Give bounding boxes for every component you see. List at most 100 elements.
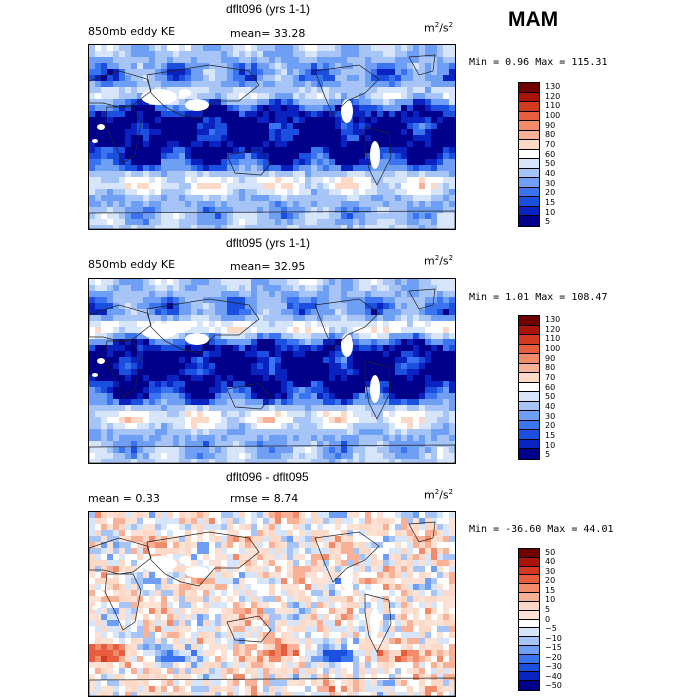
colorbar-tick-label: 15 (545, 585, 556, 595)
colorbar-swatch (519, 216, 539, 226)
season-label: MAM (508, 8, 559, 31)
masked-region (370, 375, 380, 403)
colorbar-swatch (519, 681, 539, 690)
masked-region (97, 124, 105, 130)
masked-region (92, 606, 98, 610)
colorbar-swatch (519, 420, 539, 431)
colorbar-swatch (519, 197, 539, 207)
colorbar-swatch (519, 628, 539, 638)
colorbar-tick-label: 5 (545, 450, 551, 460)
colorbar-swatch (519, 335, 539, 345)
colorbar-swatch (519, 325, 539, 336)
colorbar-tick-label: 30 (545, 566, 556, 576)
colorbar-tick-label: 100 (545, 343, 561, 353)
panel2-minmax: Min = 1.01 Max = 108.47 (469, 292, 608, 303)
panel3-map-svg (89, 512, 455, 696)
masked-region (179, 323, 191, 331)
colorbar-tick-label: 50 (545, 159, 556, 169)
coastline (146, 298, 260, 354)
panel1-colorbar-labels: 130 120 110 100 90 80 70 60 50 40 30 20 15 10 5 (545, 82, 585, 227)
colorbar-swatch (519, 619, 539, 629)
colorbar-swatch (519, 549, 539, 558)
colorbar-swatch (519, 439, 539, 450)
colorbar-tick-label: 120 (545, 91, 561, 101)
colorbar-tick-label: 90 (545, 353, 556, 363)
colorbar-swatch (519, 140, 539, 150)
colorbar-swatch (519, 663, 539, 673)
colorbar-tick-label: 70 (545, 372, 556, 382)
coastline (408, 521, 436, 543)
colorbar-tick-label: 15 (545, 197, 556, 207)
coastline (146, 64, 260, 120)
colorbar-swatch (519, 637, 539, 646)
colorbar-swatch (519, 83, 539, 93)
panel2-colorbar-labels: 130 120 110 100 90 80 70 60 50 40 30 20 15 10 5 (545, 315, 585, 460)
colorbar-tick-label: 20 (545, 421, 556, 431)
colorbar-swatch (519, 121, 539, 131)
panel1-minmax: Min = 0.96 Max = 115.31 (469, 57, 608, 68)
colorbar-tick-label: 60 (545, 382, 556, 392)
colorbar-tick-label: 5 (545, 217, 551, 227)
masked-region (141, 89, 177, 105)
colorbar-tick-label: 130 (545, 81, 561, 91)
colorbar-tick-label: 130 (545, 314, 561, 324)
colorbar-swatch (519, 401, 539, 412)
coastline (314, 531, 380, 583)
panel2-map (88, 278, 456, 464)
masked-region (185, 566, 209, 578)
colorbar-tick-label: 120 (545, 324, 561, 334)
masked-region (141, 323, 177, 339)
colorbar-swatch (519, 557, 539, 567)
masked-region (97, 358, 105, 364)
masked-region (185, 99, 209, 111)
coastline (226, 382, 272, 410)
panel2-units: m2/s2 (424, 254, 454, 268)
colorbar-tick-label: 10 (545, 595, 556, 605)
panel3-minmax: Min = -36.60 Max = 44.01 (469, 524, 614, 535)
colorbar-tick-label: −40 (545, 671, 562, 681)
masked-region (370, 141, 380, 169)
colorbar-tick-label: 5 (545, 604, 551, 614)
colorbar-tick-label: 20 (545, 188, 556, 198)
masked-region (179, 89, 191, 97)
colorbar-tick-label: 40 (545, 168, 556, 178)
colorbar-swatch (519, 575, 539, 585)
colorbar-tick-label: 10 (545, 440, 556, 450)
colorbar-tick-label: 10 (545, 207, 556, 217)
masked-region (370, 608, 380, 636)
panel2-map-svg (89, 279, 455, 463)
colorbar-swatch (519, 168, 539, 179)
masked-region (341, 333, 353, 357)
colorbar-tick-label: 20 (545, 576, 556, 586)
panel3-colorbar-labels: 50 40 30 20 15 10 5 0 −5 −10 −15 −20 −30 −40 −50 (545, 548, 585, 691)
coastline (104, 340, 142, 398)
colorbar-swatch (519, 392, 539, 402)
panel3-map (88, 511, 456, 697)
colorbar-swatch (519, 316, 539, 326)
colorbar-swatch (519, 373, 539, 383)
panel1-map-svg (89, 45, 455, 229)
colorbar-tick-label: −5 (545, 624, 557, 634)
colorbar-tick-label: 30 (545, 178, 556, 188)
coastline (226, 148, 272, 176)
panel1-units: m2/s2 (424, 21, 454, 35)
colorbar-tick-label: −30 (545, 662, 562, 672)
panel1-map (88, 44, 456, 230)
coastline (226, 615, 272, 643)
colorbar-swatch (519, 159, 539, 169)
coastline (146, 531, 260, 587)
masked-region (92, 139, 98, 143)
panel1-mean-label: mean= 33.28 (230, 27, 306, 40)
colorbar-swatch (519, 672, 539, 682)
panel2-colorbar (518, 315, 540, 460)
colorbar-swatch (519, 102, 539, 112)
colorbar-tick-label: 0 (545, 614, 551, 624)
colorbar-swatch (519, 178, 539, 188)
panel1-colorbar (518, 82, 540, 227)
colorbar-swatch (519, 130, 539, 141)
masked-region (341, 566, 353, 590)
colorbar-tick-label: 30 (545, 411, 556, 421)
masked-region (179, 556, 191, 564)
colorbar-tick-label: 80 (545, 363, 556, 373)
coastline (104, 106, 142, 164)
